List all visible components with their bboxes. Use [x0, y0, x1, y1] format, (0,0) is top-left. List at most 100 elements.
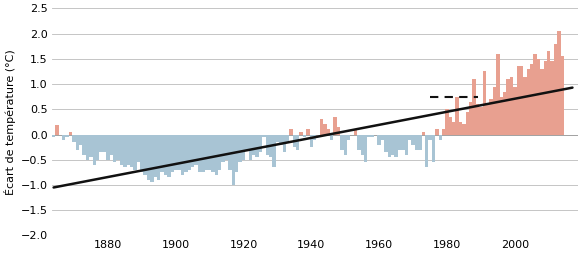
Bar — [520, 67, 523, 135]
Bar — [534, 54, 537, 135]
Bar — [347, 135, 350, 139]
Bar — [55, 125, 59, 135]
Bar — [384, 135, 388, 152]
Bar — [323, 124, 327, 135]
Bar — [157, 135, 161, 180]
Bar — [239, 135, 242, 162]
Bar — [516, 67, 520, 135]
Bar — [482, 71, 486, 135]
Bar — [462, 124, 466, 135]
Bar — [469, 102, 473, 135]
Bar — [479, 107, 482, 135]
Bar — [255, 135, 259, 157]
Bar — [337, 127, 340, 135]
Bar — [360, 135, 364, 155]
Bar — [245, 135, 249, 150]
Bar — [513, 87, 516, 135]
Bar — [459, 122, 462, 135]
Bar — [428, 135, 432, 139]
Bar — [211, 135, 215, 172]
Bar — [547, 51, 551, 135]
Bar — [378, 135, 381, 145]
Bar — [466, 112, 469, 135]
Bar — [252, 135, 255, 155]
Bar — [65, 135, 69, 137]
Bar — [120, 135, 123, 165]
Bar — [296, 135, 300, 150]
Bar — [86, 135, 89, 160]
Bar — [191, 135, 194, 167]
Bar — [178, 135, 181, 170]
Bar — [69, 132, 72, 135]
Bar — [551, 61, 554, 135]
Bar — [449, 117, 452, 135]
Bar — [527, 69, 530, 135]
Bar — [198, 135, 201, 172]
Bar — [496, 54, 499, 135]
Bar — [330, 135, 333, 139]
Bar — [320, 119, 323, 135]
Bar — [388, 135, 391, 157]
Bar — [421, 132, 425, 135]
Bar — [208, 135, 211, 170]
Bar — [140, 135, 144, 172]
Bar — [279, 135, 282, 145]
Bar — [174, 135, 178, 170]
Bar — [276, 135, 279, 142]
Bar — [144, 135, 147, 175]
Bar — [442, 130, 445, 135]
Bar — [133, 135, 137, 170]
Bar — [530, 64, 534, 135]
Bar — [265, 135, 269, 155]
Bar — [272, 135, 276, 167]
Bar — [435, 130, 438, 135]
Bar — [269, 135, 272, 157]
Bar — [486, 104, 489, 135]
Bar — [242, 135, 245, 160]
Bar — [408, 135, 411, 139]
Bar — [354, 130, 357, 135]
Bar — [262, 135, 265, 137]
Bar — [560, 56, 564, 135]
Bar — [452, 122, 456, 135]
Bar — [456, 97, 459, 135]
Bar — [300, 132, 303, 135]
Bar — [52, 135, 55, 137]
Bar — [218, 135, 222, 170]
Bar — [357, 135, 360, 150]
Bar — [228, 135, 232, 170]
Bar — [499, 97, 503, 135]
Bar — [171, 135, 174, 172]
Bar — [130, 135, 133, 167]
Bar — [126, 135, 130, 165]
Bar — [445, 109, 449, 135]
Bar — [72, 135, 76, 142]
Bar — [425, 135, 428, 167]
Bar — [391, 135, 395, 155]
Bar — [79, 135, 83, 145]
Y-axis label: Écart de température (°C): Écart de température (°C) — [5, 49, 16, 195]
Bar — [161, 135, 164, 172]
Bar — [123, 135, 126, 167]
Bar — [554, 44, 557, 135]
Bar — [293, 135, 296, 147]
Bar — [147, 135, 150, 180]
Bar — [93, 135, 96, 165]
Bar — [235, 135, 239, 172]
Bar — [432, 135, 435, 162]
Bar — [411, 135, 415, 145]
Bar — [100, 135, 103, 152]
Bar — [364, 135, 367, 162]
Bar — [537, 59, 540, 135]
Bar — [137, 135, 140, 162]
Bar — [476, 104, 479, 135]
Bar — [62, 135, 65, 139]
Bar — [306, 130, 310, 135]
Bar — [418, 135, 421, 150]
Bar — [232, 135, 235, 185]
Bar — [367, 135, 371, 137]
Bar — [503, 92, 506, 135]
Bar — [89, 135, 93, 157]
Bar — [116, 135, 120, 160]
Bar — [404, 135, 408, 155]
